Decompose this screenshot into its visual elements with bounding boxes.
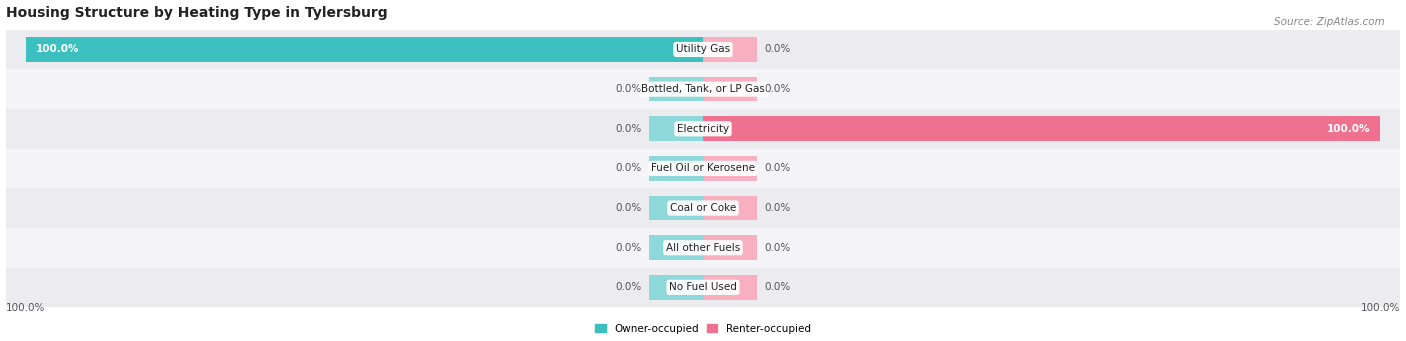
Bar xyxy=(703,117,1381,141)
Bar xyxy=(703,156,758,181)
Text: 100.0%: 100.0% xyxy=(37,44,80,55)
Text: 0.0%: 0.0% xyxy=(763,243,790,253)
Text: Electricity: Electricity xyxy=(676,124,730,134)
Text: 100.0%: 100.0% xyxy=(1326,124,1369,134)
Text: 0.0%: 0.0% xyxy=(616,84,643,94)
Bar xyxy=(703,77,758,101)
Text: Utility Gas: Utility Gas xyxy=(676,44,730,55)
Text: No Fuel Used: No Fuel Used xyxy=(669,282,737,292)
Bar xyxy=(703,235,758,260)
Text: 0.0%: 0.0% xyxy=(616,163,643,174)
Bar xyxy=(6,188,1400,228)
Bar xyxy=(648,196,703,220)
Bar xyxy=(6,228,1400,268)
Bar xyxy=(648,235,703,260)
Text: 0.0%: 0.0% xyxy=(763,203,790,213)
Bar xyxy=(6,109,1400,149)
Text: Source: ZipAtlas.com: Source: ZipAtlas.com xyxy=(1274,17,1385,27)
Legend: Owner-occupied, Renter-occupied: Owner-occupied, Renter-occupied xyxy=(591,320,815,338)
Text: Coal or Coke: Coal or Coke xyxy=(669,203,737,213)
Bar xyxy=(648,117,703,141)
Bar xyxy=(6,268,1400,307)
Text: 0.0%: 0.0% xyxy=(616,203,643,213)
Text: Housing Structure by Heating Type in Tylersburg: Housing Structure by Heating Type in Tyl… xyxy=(6,5,387,19)
Bar xyxy=(6,69,1400,109)
Text: All other Fuels: All other Fuels xyxy=(666,243,740,253)
Text: Bottled, Tank, or LP Gas: Bottled, Tank, or LP Gas xyxy=(641,84,765,94)
Text: 0.0%: 0.0% xyxy=(763,44,790,55)
Text: Fuel Oil or Kerosene: Fuel Oil or Kerosene xyxy=(651,163,755,174)
Bar xyxy=(648,77,703,101)
Bar xyxy=(25,37,703,62)
Text: 100.0%: 100.0% xyxy=(6,303,45,313)
Bar xyxy=(6,149,1400,188)
Bar xyxy=(703,275,758,300)
Text: 100.0%: 100.0% xyxy=(1361,303,1400,313)
Bar xyxy=(648,275,703,300)
Text: 0.0%: 0.0% xyxy=(616,243,643,253)
Text: 0.0%: 0.0% xyxy=(616,124,643,134)
Text: 0.0%: 0.0% xyxy=(763,282,790,292)
Text: 0.0%: 0.0% xyxy=(763,163,790,174)
Bar xyxy=(6,30,1400,69)
Bar xyxy=(648,156,703,181)
Text: 0.0%: 0.0% xyxy=(763,84,790,94)
Bar xyxy=(703,37,758,62)
Text: 0.0%: 0.0% xyxy=(616,282,643,292)
Bar xyxy=(703,196,758,220)
